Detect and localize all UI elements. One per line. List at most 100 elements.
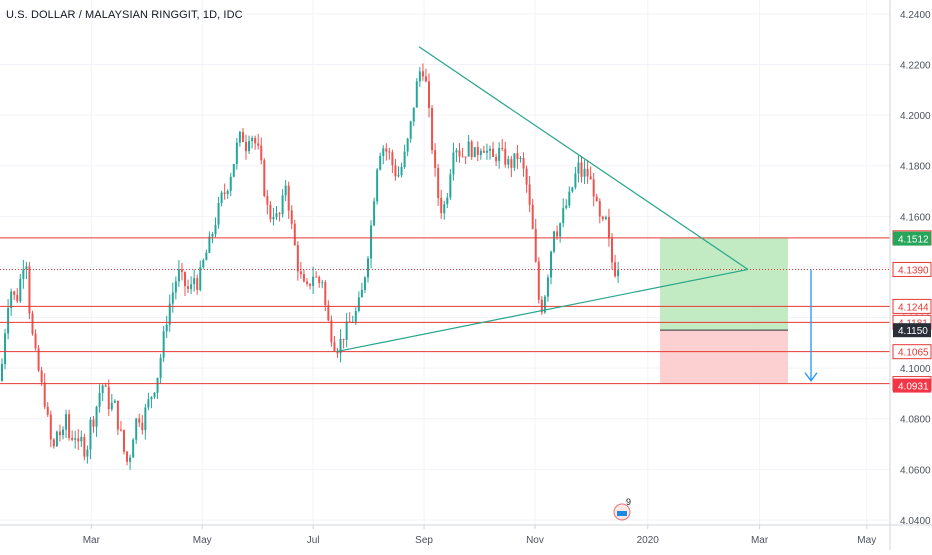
candle <box>4 328 7 370</box>
candle-body <box>248 141 251 152</box>
candle-body <box>604 216 607 220</box>
candle <box>379 152 382 171</box>
candle-body <box>13 291 16 295</box>
candle-body <box>135 418 138 440</box>
price-tag: 4.1512 <box>893 231 931 246</box>
price-tag-text: 4.0931 <box>898 382 929 393</box>
candle <box>403 144 406 169</box>
candle <box>473 146 476 158</box>
price-axis: 4.04004.06004.08004.10004.12004.14004.16… <box>889 0 932 550</box>
candle <box>437 164 440 206</box>
candle-body <box>184 272 186 287</box>
candle <box>80 430 83 447</box>
profit-zone <box>660 237 788 331</box>
candle-body <box>196 278 199 290</box>
candle-body <box>272 217 275 220</box>
candle-body <box>174 281 177 293</box>
horizontal-levels <box>0 237 890 385</box>
y-tick-label: 4.0800 <box>900 415 931 426</box>
candle-body <box>150 396 153 400</box>
candle <box>513 153 516 172</box>
candle-body <box>214 224 217 235</box>
candle <box>299 262 302 279</box>
candle <box>129 454 132 470</box>
candle-body <box>507 159 510 165</box>
candle <box>614 254 617 278</box>
candle-body <box>598 201 601 217</box>
candle <box>446 192 449 209</box>
candle <box>601 215 604 222</box>
price-tag-box <box>893 378 931 393</box>
candle <box>28 262 31 320</box>
candle <box>58 424 61 442</box>
candle-body <box>278 213 281 215</box>
candle <box>412 107 415 127</box>
candle <box>522 152 525 177</box>
candle <box>168 294 171 332</box>
candle-body <box>324 282 327 306</box>
candle-body <box>312 276 315 286</box>
candle-body <box>65 414 68 430</box>
candle-body <box>385 148 388 152</box>
candle <box>525 165 528 193</box>
candle-body <box>284 185 287 196</box>
candle-body <box>592 179 595 197</box>
candle <box>16 288 19 303</box>
candle-body <box>299 271 302 275</box>
candlestick-series <box>1 63 620 470</box>
candle <box>367 255 369 283</box>
candle <box>269 200 272 223</box>
candle <box>330 315 333 347</box>
candle-body <box>7 307 10 334</box>
candle <box>226 189 229 199</box>
candle <box>141 415 144 435</box>
candle <box>302 269 305 283</box>
candle-body <box>546 277 549 297</box>
candle <box>510 155 513 178</box>
candle-body <box>141 422 144 431</box>
candle <box>546 274 549 302</box>
x-tick-label: Sep <box>415 535 433 546</box>
candle <box>147 392 150 411</box>
candle-body <box>220 192 223 203</box>
x-tick-label: May <box>857 535 876 546</box>
price-tag: 4.1150 <box>893 323 931 338</box>
candle <box>336 347 339 358</box>
candle-body <box>83 436 86 457</box>
candle <box>421 63 424 81</box>
candle-body <box>611 238 613 263</box>
candle-body <box>556 231 559 237</box>
candle <box>55 430 58 447</box>
candle-body <box>22 269 25 279</box>
candle-body <box>394 165 397 177</box>
candle-body <box>165 324 168 332</box>
candle-body <box>531 204 534 229</box>
candle-body <box>449 174 452 198</box>
candle <box>165 315 168 338</box>
candle <box>550 250 552 285</box>
candle <box>92 415 95 433</box>
candle-body <box>510 159 513 168</box>
candle <box>107 379 110 417</box>
candle <box>467 134 470 157</box>
candle <box>190 276 193 295</box>
candle <box>37 345 40 373</box>
candle-body <box>202 260 205 268</box>
candle <box>363 276 366 294</box>
candle <box>296 241 299 281</box>
candle <box>373 197 376 227</box>
price-tag: 4.0931 <box>893 378 931 393</box>
candle <box>193 269 196 292</box>
candle-body <box>34 333 37 349</box>
candle-body <box>595 196 598 202</box>
candle <box>110 393 113 412</box>
candle <box>406 137 409 157</box>
candle-body <box>434 150 437 168</box>
candle-body <box>119 429 122 431</box>
candle <box>98 384 101 413</box>
candle-body <box>153 392 156 397</box>
candle-body <box>470 141 473 158</box>
candle-body <box>31 313 34 334</box>
candle-body <box>492 148 495 157</box>
